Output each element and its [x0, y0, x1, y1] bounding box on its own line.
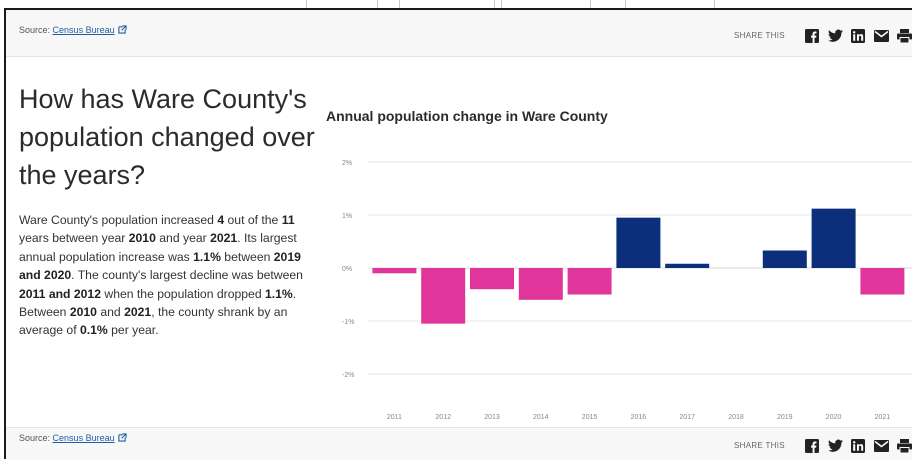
y-tick-label: 1% [342, 213, 352, 220]
bar-2020[interactable] [811, 208, 856, 268]
share-label: SHARE THIS [734, 441, 785, 450]
bottom-source-bar [6, 427, 912, 460]
bar-2011[interactable] [372, 268, 417, 274]
paragraph-run: , the county shrank by an average of [19, 305, 288, 338]
content-frame [4, 8, 912, 459]
x-tick-label: 2012 [435, 414, 451, 421]
x-tick-label: 2018 [728, 414, 744, 421]
paragraph-run: 2010 [69, 305, 97, 320]
print-icon[interactable] [896, 438, 912, 453]
paragraph-run: 2019 and 2020 [19, 249, 301, 283]
source-label: Source: [19, 433, 51, 443]
twitter-icon[interactable] [827, 438, 843, 453]
paragraph-run: . Its largest annual population increase… [19, 231, 297, 264]
linkedin-icon[interactable] [851, 438, 866, 453]
paragraph-run: and [96, 305, 125, 320]
external-link-icon[interactable] [117, 433, 127, 444]
paragraph-run: 2021 [210, 231, 238, 246]
x-tick-label: 2020 [826, 414, 842, 421]
paragraph-run: 11 [281, 213, 295, 227]
bar-2015[interactable] [567, 268, 612, 295]
facebook-icon[interactable] [805, 28, 820, 43]
paragraph-run: 4 [217, 213, 225, 227]
bar-2012[interactable] [421, 268, 466, 324]
paragraph-run: . The county's largest decline was betwe… [71, 268, 303, 283]
share-bottom: SHARE THIS [734, 438, 912, 453]
summary-paragraph: Ware County's population increased 4 out… [19, 211, 319, 340]
linkedin-icon[interactable] [851, 28, 866, 43]
paragraph-run: and year [155, 231, 211, 246]
x-tick-label: 2013 [484, 414, 500, 421]
source-top: Source: Census Bureau [19, 25, 127, 36]
source-link[interactable]: Census Bureau [52, 25, 115, 35]
x-tick-label: 2015 [582, 414, 598, 421]
population-change-chart: 2% 1% 0% -1% -2% 2011 2012 2013 2014 2015 2016 2017… [342, 160, 912, 421]
y-tick-label: 2% [342, 160, 352, 167]
bar-2017[interactable] [665, 263, 710, 268]
paragraph-run: per year. [107, 323, 159, 338]
chart-title: Annual population change in Ware County [326, 108, 608, 124]
source-label: Source: [19, 25, 51, 35]
paragraph-run: 1.1% [264, 286, 293, 301]
paragraph-run: Ware County's population increased [19, 213, 218, 227]
paragraph-run: years between year [19, 231, 129, 246]
bar-2013[interactable] [470, 268, 514, 290]
paragraph-run: 1.1% [193, 249, 221, 264]
external-link-icon[interactable] [117, 25, 127, 36]
paragraph-run: 0.1% [79, 323, 108, 338]
paragraph-run: between [220, 249, 274, 264]
x-tick-label: 2019 [777, 414, 793, 421]
paragraph-run: 2011 and 2012 [19, 286, 101, 301]
source-link[interactable]: Census Bureau [52, 433, 115, 443]
email-icon[interactable] [873, 438, 889, 453]
bar-2016[interactable] [616, 217, 661, 268]
x-tick-label: 2011 [387, 414, 402, 421]
facebook-icon[interactable] [805, 438, 820, 453]
twitter-icon[interactable] [827, 28, 843, 43]
y-tick-label: -2% [342, 372, 354, 379]
share-label: SHARE THIS [734, 31, 785, 40]
y-tick-label: 0% [342, 266, 352, 273]
paragraph-run: out of the [224, 213, 282, 227]
x-tick-label: 2017 [679, 414, 695, 421]
top-source-bar [6, 10, 912, 57]
top-strip [0, 0, 912, 16]
y-tick-label: -1% [342, 319, 354, 326]
paragraph-run: 2010 [128, 231, 156, 246]
bar-2021[interactable] [860, 268, 905, 295]
share-top: SHARE THIS [734, 28, 912, 43]
paragraph-run: 2021 [124, 305, 152, 320]
page-heading: How has Ware County's population changed… [19, 84, 315, 190]
print-icon[interactable] [896, 28, 912, 43]
bar-2014[interactable] [518, 268, 563, 300]
paragraph-run: when the population dropped [101, 286, 265, 301]
source-bottom: Source: Census Bureau [19, 433, 127, 444]
x-tick-label: 2021 [875, 414, 891, 421]
x-tick-label: 2016 [631, 414, 647, 421]
paragraph-run: . Between [19, 286, 297, 320]
x-tick-label: 2014 [533, 414, 549, 421]
bar-2019[interactable] [762, 250, 807, 268]
email-icon[interactable] [873, 28, 889, 43]
